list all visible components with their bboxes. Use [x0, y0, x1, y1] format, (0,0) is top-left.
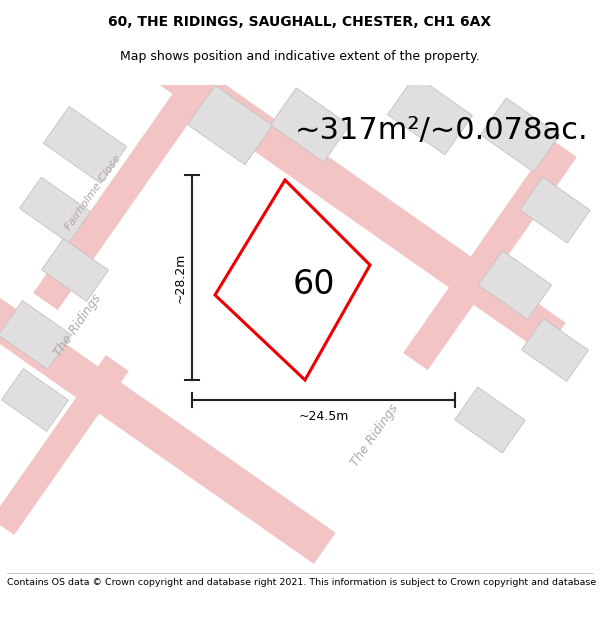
Polygon shape [455, 387, 525, 453]
Text: ~24.5m: ~24.5m [298, 410, 349, 423]
Polygon shape [520, 177, 590, 243]
Text: 60: 60 [293, 269, 335, 301]
Polygon shape [43, 106, 127, 184]
Text: The Ridings: The Ridings [52, 291, 104, 359]
Polygon shape [388, 75, 472, 155]
Polygon shape [2, 369, 68, 431]
Polygon shape [134, 36, 566, 354]
Text: The Ridings: The Ridings [349, 401, 401, 469]
Polygon shape [188, 85, 272, 165]
Polygon shape [0, 246, 335, 564]
Polygon shape [521, 319, 589, 381]
Text: Contains OS data © Crown copyright and database right 2021. This information is : Contains OS data © Crown copyright and d… [7, 578, 600, 587]
Text: ~28.2m: ~28.2m [174, 253, 187, 302]
Polygon shape [41, 239, 109, 301]
Polygon shape [478, 251, 551, 319]
Polygon shape [403, 140, 577, 370]
Text: Map shows position and indicative extent of the property.: Map shows position and indicative extent… [120, 50, 480, 62]
Polygon shape [481, 98, 560, 172]
Polygon shape [20, 177, 91, 242]
Polygon shape [0, 355, 129, 535]
Text: ~317m²/~0.078ac.: ~317m²/~0.078ac. [295, 116, 589, 144]
Polygon shape [33, 80, 207, 310]
Polygon shape [0, 301, 71, 369]
Text: 60, THE RIDINGS, SAUGHALL, CHESTER, CH1 6AX: 60, THE RIDINGS, SAUGHALL, CHESTER, CH1 … [109, 15, 491, 29]
Polygon shape [271, 88, 350, 162]
Text: Fairholme Close: Fairholme Close [63, 154, 123, 232]
